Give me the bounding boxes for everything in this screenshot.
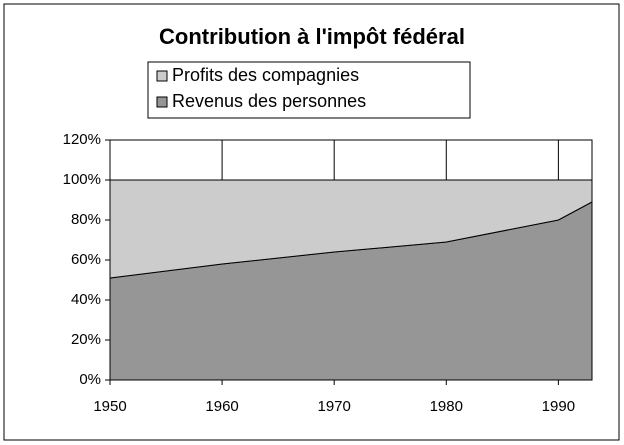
y-tick-label: 60% bbox=[71, 251, 101, 268]
y-tick-label: 120% bbox=[63, 131, 101, 148]
x-tick-label: 1980 bbox=[430, 398, 463, 415]
legend-swatch bbox=[156, 70, 168, 82]
y-tick-label: 100% bbox=[63, 171, 101, 188]
x-tick-label: 1970 bbox=[317, 398, 350, 415]
area bbox=[109, 179, 593, 279]
chart-title: Contribution à l'impôt fédéral bbox=[159, 24, 465, 49]
legend-box bbox=[147, 61, 471, 119]
y-tick-label: 20% bbox=[71, 331, 101, 348]
y-tick-label: 40% bbox=[71, 291, 101, 308]
x-tick-label: 1960 bbox=[205, 398, 238, 415]
legend-label: Profits des compagnies bbox=[172, 65, 359, 85]
y-tick-label: 0% bbox=[79, 371, 101, 388]
x-tick-label: 1990 bbox=[542, 398, 575, 415]
y-tick-label: 80% bbox=[71, 211, 101, 228]
legend-label: Revenus des personnes bbox=[172, 91, 366, 111]
legend-swatch bbox=[156, 96, 168, 108]
x-tick-label: 1950 bbox=[93, 398, 126, 415]
